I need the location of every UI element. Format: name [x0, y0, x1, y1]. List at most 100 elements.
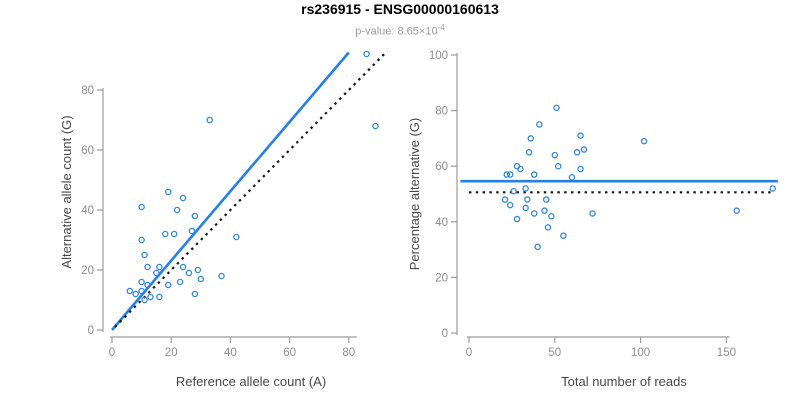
- plot-allele-counts: 0 20 40 60 80 0 20 40 60 80 Reference allele count…: [59, 50, 389, 389]
- x-tick-label: 40: [224, 347, 237, 359]
- x-tick-label: 20: [165, 347, 178, 359]
- data-point: [589, 210, 596, 217]
- y-tick-label: 60: [81, 145, 94, 157]
- x-tick-label: 0: [466, 347, 472, 359]
- regression-line: [111, 51, 350, 331]
- data-point: [513, 215, 521, 223]
- data-point: [176, 278, 184, 286]
- plot-percentage-alt: 0 50 100 150 0 20 40 60 80 100 Total number of rea…: [407, 50, 778, 389]
- y-tick-label: 60: [435, 161, 448, 173]
- data-point: [197, 275, 205, 283]
- y-tick-label: 40: [81, 205, 94, 217]
- data-point: [553, 104, 560, 112]
- data-point: [218, 272, 225, 280]
- data-point: [162, 230, 169, 238]
- data-point: [524, 196, 531, 203]
- data-point: [191, 290, 199, 298]
- y-tick-label: 0: [442, 328, 448, 340]
- data-point: [156, 293, 163, 301]
- y-tick-label: 100: [429, 50, 448, 62]
- data-point: [560, 232, 567, 239]
- data-point: [206, 116, 213, 124]
- data-point: [640, 137, 648, 145]
- data-point: [233, 233, 240, 241]
- data-point: [144, 263, 151, 271]
- data-point: [517, 165, 524, 173]
- data-point: [769, 185, 776, 192]
- data-point: [522, 204, 529, 212]
- data-point: [577, 165, 584, 173]
- pvalue-exponent: -4: [437, 23, 445, 32]
- data-point: [501, 196, 509, 203]
- data-point: [503, 171, 511, 178]
- data-point: [164, 281, 172, 289]
- data-point: [568, 174, 576, 181]
- data-point: [138, 287, 145, 295]
- data-point: [126, 287, 134, 295]
- data-point: [164, 188, 172, 196]
- data-point: [179, 263, 187, 271]
- data-point: [534, 243, 541, 251]
- y-tick-label: 80: [81, 85, 94, 97]
- data-point: [522, 185, 529, 192]
- data-point: [363, 50, 370, 58]
- x-tick-label: 0: [109, 347, 115, 359]
- data-point: [554, 162, 562, 170]
- x-axis-label: Reference allele count (A): [176, 374, 326, 389]
- data-point: [188, 227, 196, 235]
- data-point: [544, 224, 552, 231]
- data-point: [530, 210, 538, 217]
- data-point: [536, 121, 543, 128]
- data-point: [541, 207, 548, 214]
- data-point: [551, 151, 559, 159]
- figure-title: rs236915 - ENSG00000160613: [301, 1, 499, 17]
- data-point: [573, 149, 581, 156]
- x-tick-label: 80: [342, 347, 355, 359]
- data-point: [179, 194, 187, 202]
- data-point: [580, 146, 588, 153]
- data-point: [548, 212, 555, 220]
- pvalue-subtitle: p-value: 8.65×10-4: [0, 23, 800, 38]
- data-point: [510, 187, 517, 195]
- data-point: [194, 266, 202, 274]
- x-tick-label: 150: [717, 347, 736, 359]
- data-point: [577, 132, 584, 139]
- y-tick-label: 80: [435, 106, 448, 118]
- y-tick-label: 20: [81, 265, 94, 277]
- x-tick-label: 60: [283, 347, 296, 359]
- data-point: [527, 135, 535, 142]
- y-tick-label: 40: [435, 217, 448, 229]
- data-point: [138, 278, 145, 286]
- identity-line: [114, 50, 389, 328]
- data-point: [506, 171, 514, 178]
- x-tick-label: 50: [548, 347, 561, 359]
- data-point: [147, 293, 154, 301]
- data-point: [530, 171, 538, 178]
- x-tick-label: 100: [631, 347, 650, 359]
- data-point: [144, 281, 151, 289]
- data-point: [525, 149, 533, 156]
- data-point: [542, 196, 550, 203]
- data-point: [156, 263, 163, 271]
- pvalue-text: p-value: 8.65×10: [355, 25, 438, 38]
- data-point: [185, 269, 193, 277]
- y-axis-label: Alternative allele count (G): [59, 115, 74, 268]
- data-point: [372, 122, 379, 130]
- data-point: [138, 203, 145, 211]
- data-point: [138, 236, 145, 244]
- y-tick-label: 0: [88, 325, 94, 337]
- data-point: [506, 201, 514, 209]
- data-point: [132, 290, 139, 298]
- data-point: [153, 269, 160, 277]
- data-point: [170, 230, 178, 238]
- data-point: [733, 207, 740, 214]
- data-point: [191, 212, 199, 220]
- data-point: [173, 206, 181, 214]
- data-point: [141, 251, 148, 259]
- y-tick-label: 20: [435, 272, 448, 284]
- data-point: [141, 296, 148, 304]
- y-axis-label: Percentage alternative (G): [407, 118, 422, 270]
- x-axis-label: Total number of reads: [561, 374, 687, 389]
